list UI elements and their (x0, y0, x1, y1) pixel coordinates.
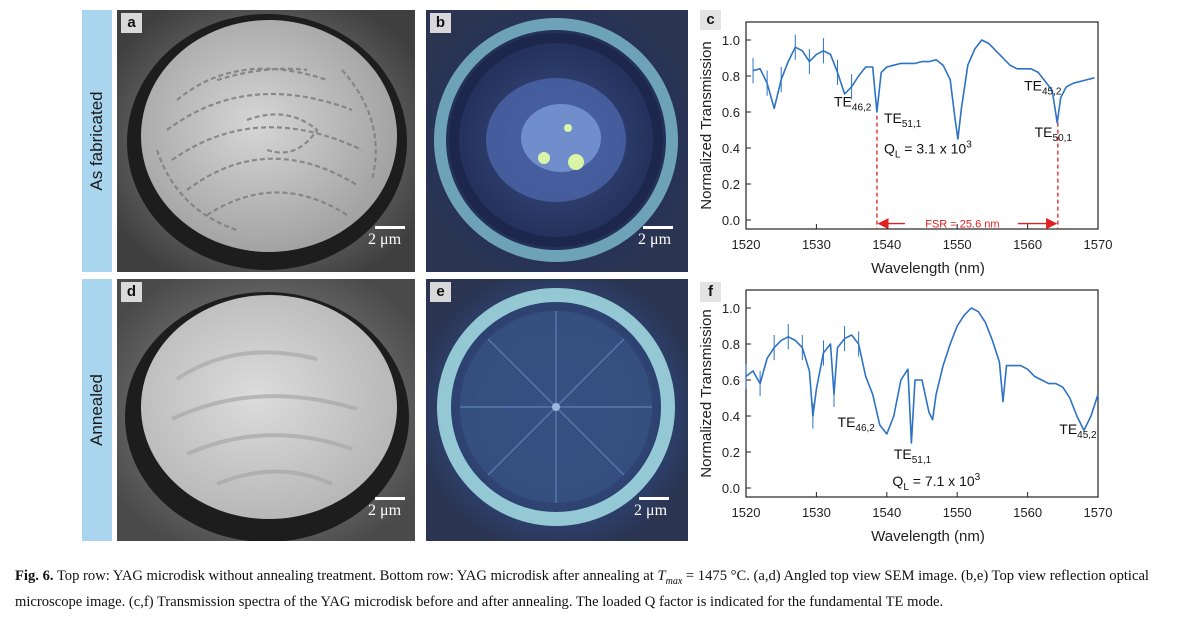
y-tick-label-4: 0.8 (722, 69, 740, 84)
panel-d-sem-image: d 2 μm (117, 279, 415, 541)
y-tick-label-3: 0.6 (722, 373, 740, 388)
annotation-3: TE45,2 (1024, 77, 1062, 97)
scale-text-d: 2 μm (368, 502, 402, 519)
panel-b-optical-image: b 2 μm (426, 10, 688, 272)
annotation-2: QL = 7.1 x 103 (892, 472, 980, 493)
plot-frame (745, 21, 1099, 230)
panel-label-e: e (430, 282, 451, 302)
row-label-annealed: Annealed (82, 279, 112, 541)
x-axis-label: Wavelength (nm) (871, 528, 985, 545)
x-tick-label-2: 1540 (872, 237, 901, 252)
panel-label-d: d (121, 282, 142, 302)
annotation-0: TE46,2 (838, 414, 876, 434)
scale-bar-a (375, 226, 405, 229)
chart-f-svg: 1520 1530 1540 1550 1560 1570 0.0 0.2 0.4 0.6 0.8 1… (698, 289, 1113, 545)
plot-frame (745, 289, 1099, 498)
y-tick-label-1: 0.2 (722, 445, 740, 460)
panel-label-a: a (121, 13, 142, 33)
annotation-3: TE45,2 (1059, 421, 1097, 441)
x-tick-label-3: 1550 (943, 237, 972, 252)
y-tick-label-4: 0.8 (722, 337, 740, 352)
fsr-label: FSR = 25.6 nm (925, 219, 999, 231)
y-tick-label-0: 0.0 (722, 481, 740, 496)
annotation-4: TE50,1 (1035, 124, 1073, 144)
caption-text-2: = 1475 °C. (a,d) Angled top view SEM ima… (15, 568, 1149, 610)
figure-caption: Fig. 6. Top row: YAG microdisk without a… (15, 566, 1187, 613)
scale-text-a: 2 μm (368, 231, 402, 248)
scale-bar-b (643, 226, 673, 229)
x-axis-label: Wavelength (nm) (871, 260, 985, 277)
y-tick-label-2: 0.4 (722, 141, 740, 156)
panel-label-b: b (430, 13, 451, 33)
y-axis-label: Normalized Transmission (698, 309, 715, 477)
y-axis-label: Normalized Transmission (698, 41, 715, 209)
caption-text-1: Top row: YAG microdisk without annealing… (53, 568, 658, 584)
panel-e-optical-image: e 2 μm (426, 279, 688, 541)
x-tick-label-5: 1570 (1084, 237, 1113, 252)
chart-c-svg: 1520 1530 1540 1550 1560 1570 0.0 0.2 0.4 0.6 0.8 1… (698, 21, 1113, 277)
annotation-2: QL = 3.1 x 103 (884, 139, 972, 160)
caption-fig-number: Fig. 6. (15, 568, 54, 584)
annotation-1: TE51,1 (884, 110, 922, 130)
series-line-0 (752, 39, 1095, 140)
x-tick-label-3: 1550 (943, 505, 972, 520)
panel-label-c: c (700, 10, 721, 30)
x-tick-label-4: 1560 (1013, 237, 1042, 252)
sem-disk-illustration-annealed (117, 279, 415, 541)
optical-disk-illustration-annealed (426, 279, 688, 541)
scale-bar-d (375, 497, 405, 500)
panel-label-f: f (700, 282, 721, 302)
scale-text-e: 2 μm (634, 502, 668, 519)
panel-c-chart: c 1520 1530 1540 1550 1560 1570 0.0 0.2 0.4 0.6 0.… (692, 0, 1124, 282)
y-tick-label-5: 1.0 (722, 33, 740, 48)
x-tick-label-5: 1570 (1084, 505, 1113, 520)
annotation-1: TE51,1 (894, 446, 932, 466)
panel-f-chart: f 1520 1530 1540 1550 1560 1570 0.0 0.2 0.4 0.6 0.… (692, 279, 1124, 561)
x-tick-label-1: 1530 (802, 505, 831, 520)
y-tick-label-5: 1.0 (722, 301, 740, 316)
x-tick-label-0: 1520 (732, 505, 761, 520)
y-tick-label-2: 0.4 (722, 409, 740, 424)
x-tick-label-4: 1560 (1013, 505, 1042, 520)
x-tick-label-1: 1530 (802, 237, 831, 252)
series-line-0 (745, 307, 1099, 444)
scale-text-b: 2 μm (638, 231, 672, 248)
scale-bar-e (639, 497, 669, 500)
y-tick-label-3: 0.6 (722, 105, 740, 120)
sem-disk-illustration (117, 10, 415, 272)
y-tick-label-1: 0.2 (722, 177, 740, 192)
panel-a-sem-image: a 2 μm (117, 10, 415, 272)
annotation-0: TE46,2 (834, 94, 872, 114)
x-tick-label-0: 1520 (732, 237, 761, 252)
row-label-as-fabricated: As fabricated (82, 10, 112, 272)
y-tick-label-0: 0.0 (722, 213, 740, 228)
caption-tmax: Tmax (657, 568, 683, 587)
x-tick-label-2: 1540 (872, 505, 901, 520)
